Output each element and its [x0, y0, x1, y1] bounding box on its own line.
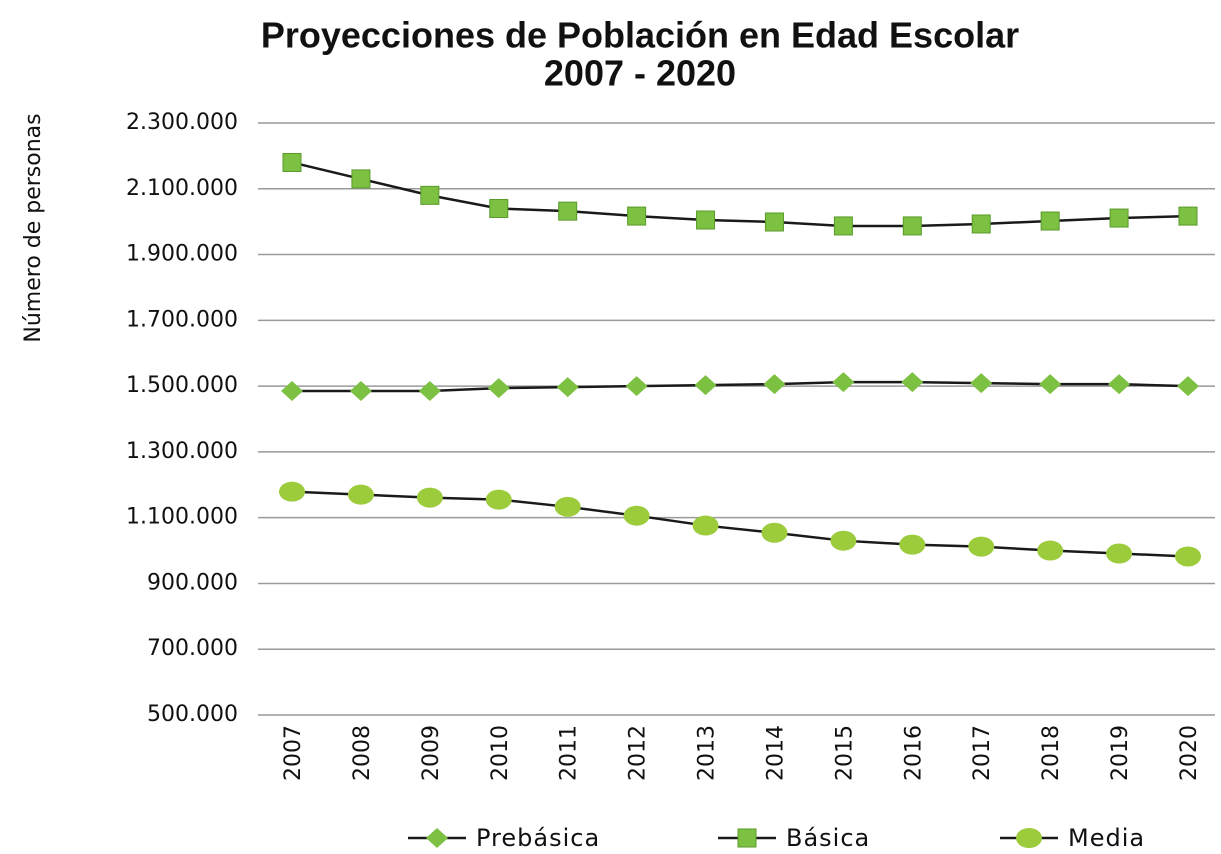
chart-title: Proyecciones de Población en Edad Escola… [261, 15, 1019, 56]
marker [1178, 206, 1198, 226]
x-tick-label: 2010 [488, 725, 513, 781]
x-tick-label: 2013 [695, 725, 720, 781]
y-tick-label: 1.500.000 [126, 373, 238, 398]
marker [1109, 208, 1129, 228]
marker [971, 214, 991, 234]
marker [1037, 540, 1064, 561]
y-tick-label: 500.000 [147, 702, 238, 727]
legend-label: Media [1068, 824, 1145, 852]
marker [627, 206, 647, 226]
x-tick-label: 2015 [832, 725, 857, 781]
marker [349, 381, 372, 402]
marker [623, 505, 650, 526]
marker [426, 828, 448, 848]
marker [485, 489, 512, 510]
marker [556, 377, 579, 398]
x-tick-label: 2016 [901, 725, 926, 781]
x-tick-label: 2012 [626, 725, 651, 781]
marker [763, 374, 786, 395]
x-tick-label: 2019 [1108, 725, 1133, 781]
marker [1040, 211, 1060, 231]
x-tick-label: 2011 [557, 725, 582, 781]
legend-label: Prebásica [476, 824, 600, 852]
marker [696, 210, 716, 230]
marker [416, 487, 443, 508]
marker [489, 199, 509, 219]
marker [554, 496, 581, 517]
series-line [292, 380, 1189, 393]
y-tick-label: 900.000 [147, 570, 238, 595]
y-axis-label: Número de personas [21, 113, 46, 342]
marker [282, 152, 302, 172]
marker [1108, 374, 1131, 395]
marker [420, 185, 440, 205]
marker [970, 373, 993, 394]
chart-subtitle: 2007 - 2020 [544, 53, 736, 94]
y-tick-label: 1.900.000 [126, 242, 238, 267]
y-tick-label: 1.300.000 [126, 439, 238, 464]
marker [1016, 828, 1042, 848]
marker [899, 534, 926, 555]
marker [1177, 376, 1199, 397]
legend-label: Básica [786, 824, 870, 852]
x-tick-label: 2017 [970, 725, 995, 781]
y-tick-label: 2.300.000 [126, 110, 238, 135]
marker [558, 201, 578, 221]
marker [692, 515, 719, 536]
x-tick-label: 2020 [1177, 725, 1202, 781]
y-tick-label: 1.700.000 [126, 307, 238, 332]
marker [737, 828, 757, 848]
marker [902, 216, 922, 236]
marker [764, 212, 784, 232]
marker [487, 378, 510, 399]
marker [832, 372, 855, 393]
marker [761, 522, 788, 543]
marker [1175, 546, 1201, 567]
x-tick-label: 2014 [763, 725, 788, 781]
x-tick-label: 2008 [350, 725, 375, 781]
marker [279, 481, 305, 502]
marker [351, 169, 371, 189]
marker [1106, 543, 1133, 564]
marker [625, 376, 648, 397]
marker [347, 484, 374, 505]
marker [281, 381, 303, 402]
marker [830, 530, 857, 551]
x-tick-label: 2009 [419, 725, 444, 781]
marker [901, 372, 924, 393]
marker [418, 381, 441, 402]
y-tick-label: 2.100.000 [126, 176, 238, 201]
series-line [291, 161, 1189, 228]
x-tick-label: 2007 [281, 725, 306, 781]
y-tick-label: 700.000 [147, 636, 238, 661]
marker [833, 216, 853, 236]
marker [694, 375, 717, 396]
x-tick-label: 2018 [1039, 725, 1064, 781]
marker [1039, 374, 1062, 395]
y-tick-label: 1.100.000 [126, 505, 238, 530]
marker [968, 536, 995, 557]
